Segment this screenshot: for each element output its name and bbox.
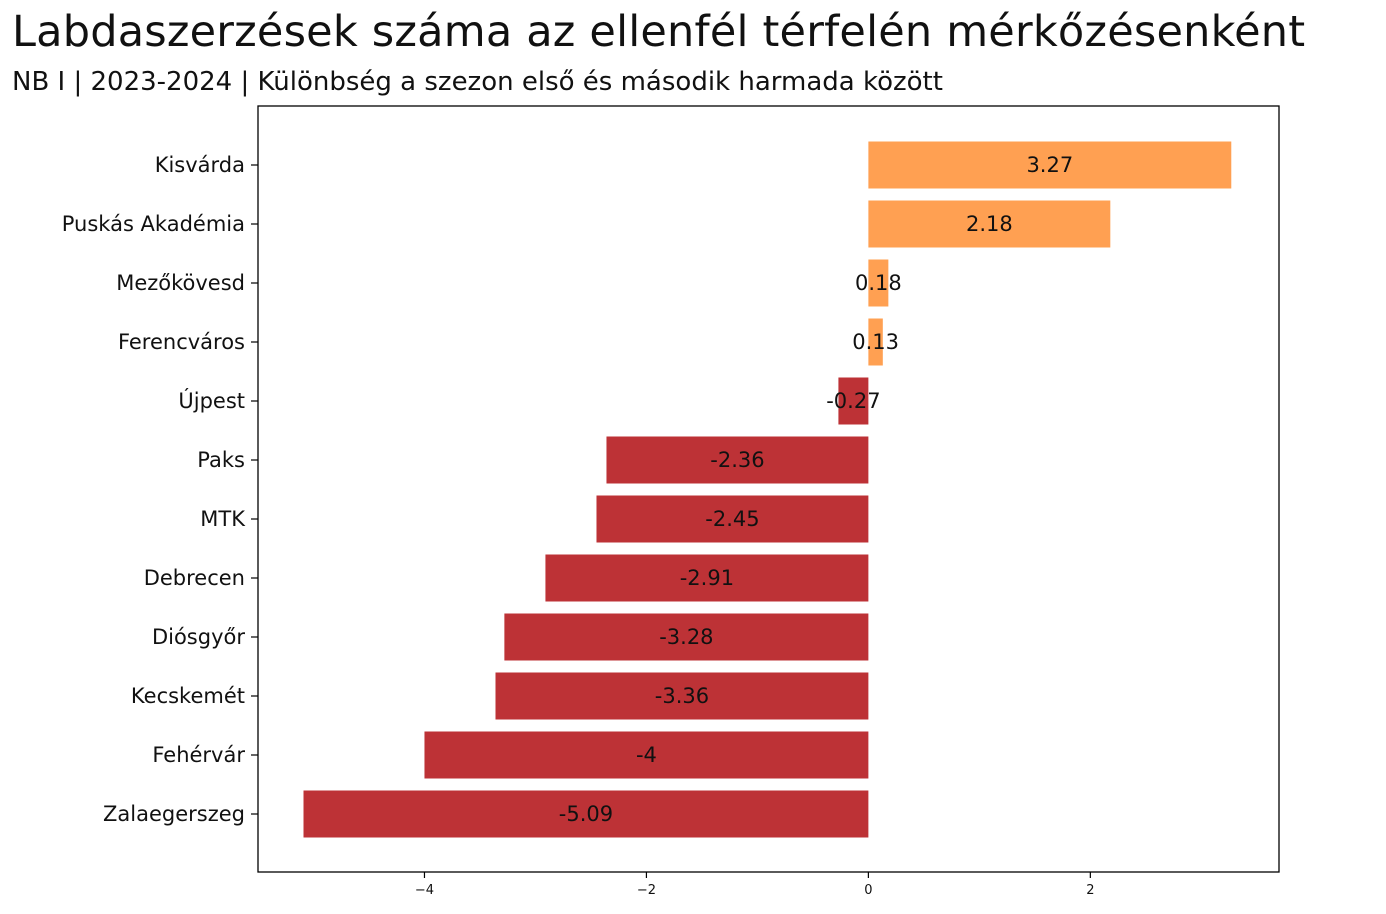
bar-puskas-akademia (868, 200, 1111, 248)
chart-subtitle: NB I | 2023-2024 | Különbség a szezon el… (12, 67, 943, 97)
bar-fehervar (424, 731, 869, 779)
value-label-ujpest: -0.27 (826, 389, 880, 413)
bar-ujpest (838, 377, 869, 425)
category-label-mezokovesd: Mezőkövesd (116, 271, 245, 295)
x-tick-label: −2 (637, 883, 656, 898)
bar-kecskemet (495, 672, 869, 720)
axis-layer: Kisvárda Puskás Akadémia Mezőkövesd Ferencv… (62, 153, 1095, 898)
bar-kisvarda (868, 141, 1232, 189)
bar-mezokovesd (868, 259, 889, 307)
bar-mtk (596, 495, 869, 543)
value-label-puskas-akademia: 2.18 (966, 212, 1013, 236)
value-label-diosgyor: -3.28 (659, 625, 713, 649)
category-label-mtk: MTK (200, 507, 246, 531)
plot-frame (257, 105, 1280, 873)
bar-debrecen (545, 554, 869, 602)
category-label-diosgyor: Diósgyőr (152, 625, 245, 649)
category-label-puskas-akademia: Puskás Akadémia (62, 212, 245, 236)
category-label-ferencvaros: Ferencváros (118, 330, 245, 354)
category-label-debrecen: Debrecen (144, 566, 245, 590)
bar-ferencvaros (868, 318, 883, 366)
category-label-ujpest: Újpest (178, 388, 245, 413)
chart-title: Labdaszerzések száma az ellenfél térfelé… (12, 7, 1306, 57)
bar-diosgyor (504, 613, 869, 661)
x-tick-label: −4 (415, 883, 434, 898)
x-tick-label: 0 (864, 883, 872, 898)
category-label-fehervar: Fehérvár (152, 743, 245, 767)
value-label-debrecen: -2.91 (680, 566, 734, 590)
category-label-kisvarda: Kisvárda (155, 153, 245, 177)
bar-zalaegerszeg (303, 790, 869, 838)
x-tick-label: 2 (1086, 883, 1094, 898)
value-label-fehervar: -4 (636, 743, 657, 767)
category-label-kecskemet: Kecskemét (131, 684, 245, 708)
value-label-kecskemet: -3.36 (655, 684, 709, 708)
value-label-kisvarda: 3.27 (1026, 153, 1073, 177)
bar-paks (606, 436, 869, 484)
category-label-paks: Paks (197, 448, 245, 472)
value-label-mtk: -2.45 (705, 507, 759, 531)
value-label-zalaegerszeg: -5.09 (559, 802, 613, 826)
category-label-zalaegerszeg: Zalaegerszeg (103, 802, 245, 826)
value-label-ferencvaros: 0.13 (852, 330, 899, 354)
value-label-paks: -2.36 (710, 448, 764, 472)
bars-layer (303, 141, 1232, 838)
value-label-mezokovesd: 0.18 (855, 271, 902, 295)
labels-layer: 3.27 2.18 0.18 0.13 -0.27 -2.36 -2.45 -2.91 -3.2… (559, 153, 1073, 826)
